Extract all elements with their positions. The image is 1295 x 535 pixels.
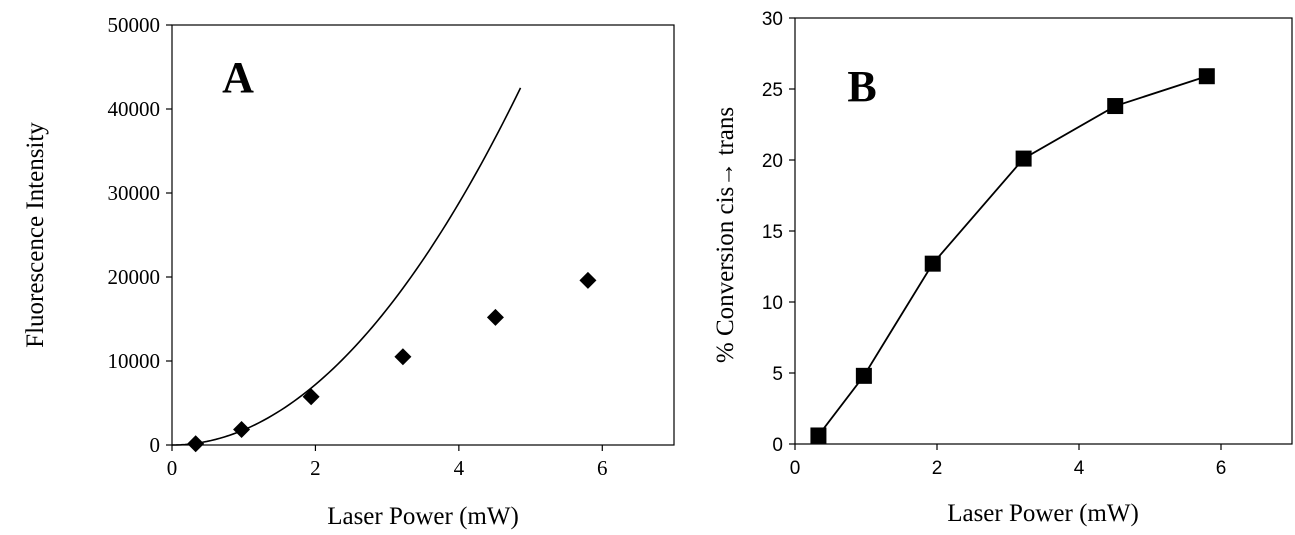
x-tick-label: 0	[167, 456, 178, 480]
panel-b-y-axis-label: % Conversion cis→ trans	[712, 107, 739, 363]
panel-a-fit-curve-group	[171, 87, 522, 446]
data-point-square	[1107, 98, 1124, 115]
x-tick-label: 4	[454, 456, 465, 480]
data-point-square	[810, 427, 827, 444]
panel-a-label: A	[222, 53, 254, 102]
y-tick-label: 20	[762, 151, 783, 172]
y-tick-label: 20000	[108, 265, 161, 289]
panel-a-y-axis-label: Fluorescence Intensity	[22, 122, 49, 348]
panel-b-ticks: 0 2 4 6 0 5 10 15 20 25 30	[762, 9, 1226, 479]
y-tick-label: 15	[762, 222, 783, 243]
panel-a-x-axis-label: Laser Power (mW)	[327, 503, 519, 530]
data-point-diamond	[233, 420, 251, 438]
data-point-diamond	[187, 435, 205, 453]
y-tick-label: 40000	[108, 97, 161, 121]
x-tick-label: 2	[310, 456, 321, 480]
panel-b-chart: 0 2 4 6 0 5 10 15 20 25 30 B Laser Power (mW) % Co…	[712, 9, 1293, 527]
x-tick-label: 2	[932, 458, 943, 479]
y-tick-label: 0	[772, 435, 783, 456]
y-tick-label: 30000	[108, 181, 161, 205]
panel-a-data-points	[187, 271, 597, 453]
data-point-diamond	[302, 388, 320, 406]
y-tick-label: 25	[762, 80, 783, 101]
panel-a-chart: 0 2 4 6 0 10000 20000 30000 40000 50000 A Laser P…	[22, 13, 675, 530]
x-tick-label: 0	[790, 458, 801, 479]
data-point-square	[1198, 68, 1215, 85]
fit-curve	[171, 87, 522, 446]
y-tick-label: 30	[762, 9, 783, 30]
y-tick-label: 10	[762, 293, 783, 314]
x-tick-label: 6	[597, 456, 608, 480]
series-line	[817, 75, 1208, 437]
panel-b-series-line-group	[817, 75, 1208, 437]
data-point-diamond	[579, 271, 597, 289]
data-point-square	[924, 255, 941, 272]
data-point-square	[855, 367, 872, 384]
y-tick-label: 10000	[108, 349, 161, 373]
data-point-diamond	[394, 348, 412, 366]
data-point-diamond	[486, 308, 504, 326]
panel-a-ticks: 0 2 4 6 0 10000 20000 30000 40000 50000	[108, 13, 608, 480]
panel-a-plot-frame	[171, 24, 675, 446]
y-tick-label: 5	[772, 364, 783, 385]
x-tick-label: 6	[1216, 458, 1227, 479]
x-tick-label: 4	[1074, 458, 1085, 479]
y-tick-label: 50000	[108, 13, 161, 37]
panel-b-data-points	[810, 68, 1215, 444]
y-tick-label: 0	[150, 433, 161, 457]
data-point-square	[1015, 150, 1032, 167]
panel-b-x-axis-label: Laser Power (mW)	[947, 500, 1139, 527]
panel-b-label: B	[847, 62, 876, 111]
